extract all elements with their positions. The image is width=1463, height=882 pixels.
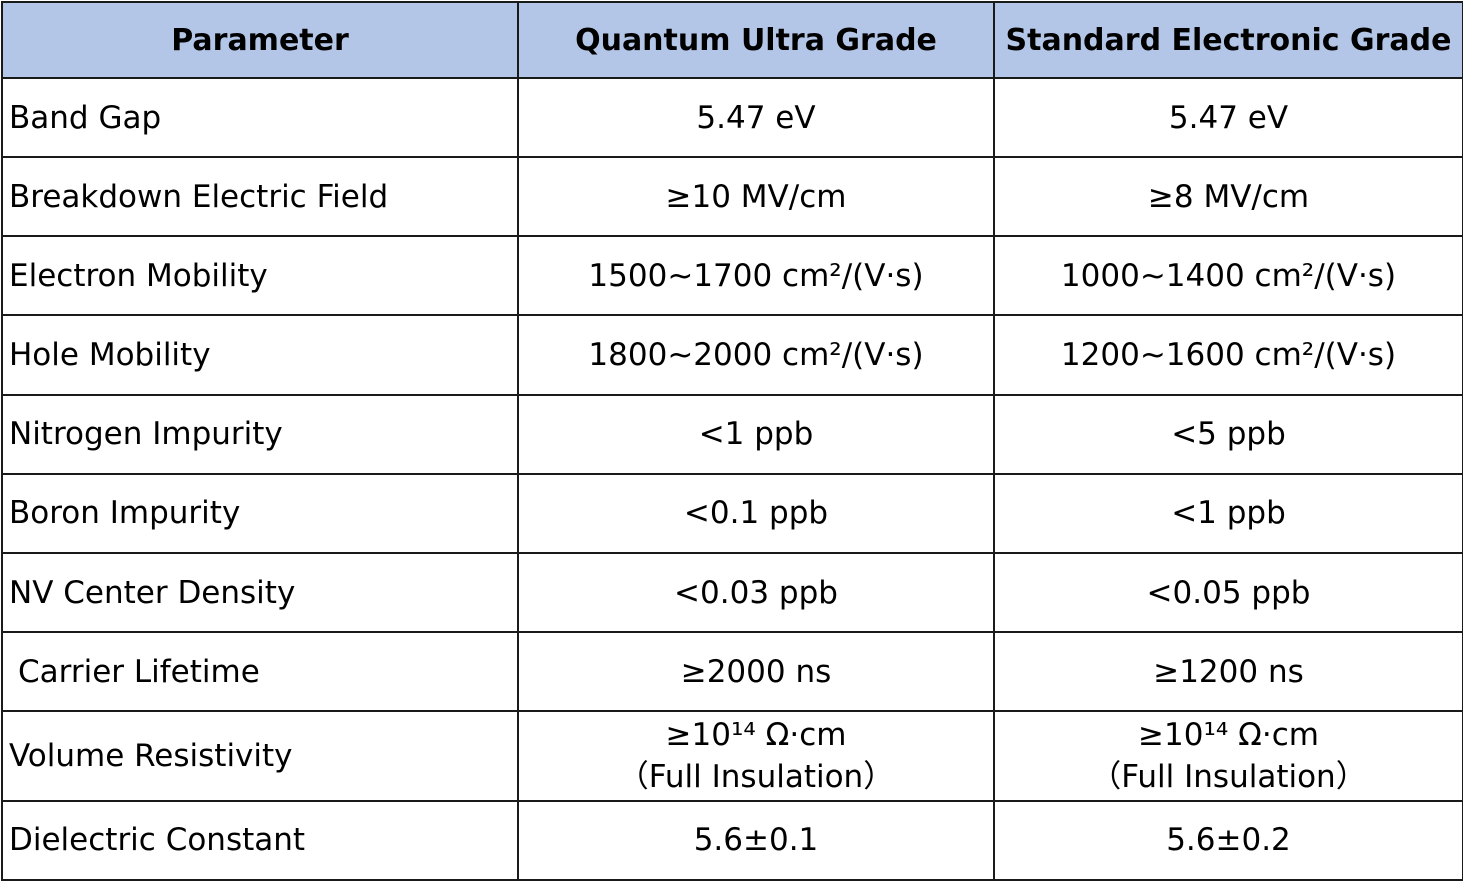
standard-value-line-1: ≥10¹⁴ Ω·cm: [1138, 717, 1319, 754]
quantum-value-cell: 1800~2000 cm²/(V·s): [517, 314, 995, 396]
standard-value-cell: 5.47 eV: [993, 76, 1463, 159]
header-standard-electronic-grade: Standard Electronic Grade: [993, 1, 1463, 79]
table-row: Electron Mobility 1500~1700 cm²/(V·s) 10…: [1, 235, 1463, 317]
parameter-cell: Band Gap: [1, 76, 519, 159]
standard-value-cell: 1200~1600 cm²/(V·s): [993, 314, 1463, 396]
quantum-value-line-1: ≥10¹⁴ Ω·cm: [665, 717, 847, 754]
quantum-value-line-2: （Full Insulation）: [617, 759, 895, 796]
parameter-cell: Dielectric Constant: [1, 799, 519, 882]
table-body: Band Gap 5.47 eV 5.47 eV Breakdown Elect…: [1, 76, 1463, 882]
table-row: Nitrogen Impurity <1 ppb <5 ppb: [1, 393, 1463, 475]
standard-value-cell: ≥1200 ns: [993, 631, 1463, 713]
table-row: Boron Impurity <0.1 ppb <1 ppb: [1, 472, 1463, 554]
parameter-cell: Breakdown Electric Field: [1, 156, 519, 238]
parameter-cell: Carrier Lifetime: [1, 631, 519, 713]
quantum-value-cell: <0.03 ppb: [517, 551, 995, 634]
quantum-value-cell: 5.6±0.1: [517, 799, 995, 882]
parameter-cell: Electron Mobility: [1, 235, 519, 317]
parameter-cell: Hole Mobility: [1, 314, 519, 396]
parameter-cell: NV Center Density: [1, 551, 519, 634]
standard-value-cell: <0.05 ppb: [993, 551, 1463, 634]
standard-value-cell: <5 ppb: [993, 393, 1463, 475]
quantum-value-cell: <0.1 ppb: [517, 472, 995, 554]
quantum-value-cell: <1 ppb: [517, 393, 995, 475]
header-row: Parameter Quantum Ultra Grade Standard E…: [1, 1, 1463, 79]
table-row: Carrier Lifetime ≥2000 ns ≥1200 ns: [1, 631, 1463, 713]
table-row: NV Center Density <0.03 ppb <0.05 ppb: [1, 551, 1463, 634]
standard-value-cell: 5.6±0.2: [993, 799, 1463, 882]
parameter-cell: Volume Resistivity: [1, 710, 519, 802]
standard-value-cell: 1000~1400 cm²/(V·s): [993, 235, 1463, 317]
parameter-cell: Boron Impurity: [1, 472, 519, 554]
standard-value-cell: <1 ppb: [993, 472, 1463, 554]
quantum-value-cell: ≥2000 ns: [517, 631, 995, 713]
standard-value-cell: ≥8 MV/cm: [993, 156, 1463, 238]
parameter-cell: Nitrogen Impurity: [1, 393, 519, 475]
table-row: Hole Mobility 1800~2000 cm²/(V·s) 1200~1…: [1, 314, 1463, 396]
quantum-value-cell: 1500~1700 cm²/(V·s): [517, 235, 995, 317]
quantum-value-cell: ≥10¹⁴ Ω·cm （Full Insulation）: [517, 710, 995, 802]
standard-value-cell: ≥10¹⁴ Ω·cm （Full Insulation）: [993, 710, 1463, 802]
quantum-value-cell: 5.47 eV: [517, 76, 995, 159]
header-quantum-ultra-grade: Quantum Ultra Grade: [517, 1, 995, 79]
table-row: Volume Resistivity ≥10¹⁴ Ω·cm （Full Insu…: [1, 710, 1463, 802]
standard-value-line-2: （Full Insulation）: [1090, 759, 1367, 796]
header-parameter: Parameter: [1, 1, 519, 79]
quantum-value-cell: ≥10 MV/cm: [517, 156, 995, 238]
table-row: Band Gap 5.47 eV 5.47 eV: [1, 76, 1463, 159]
table-row: Breakdown Electric Field ≥10 MV/cm ≥8 MV…: [1, 156, 1463, 238]
table-header: Parameter Quantum Ultra Grade Standard E…: [1, 1, 1463, 79]
table-row: Dielectric Constant 5.6±0.1 5.6±0.2: [1, 799, 1463, 882]
